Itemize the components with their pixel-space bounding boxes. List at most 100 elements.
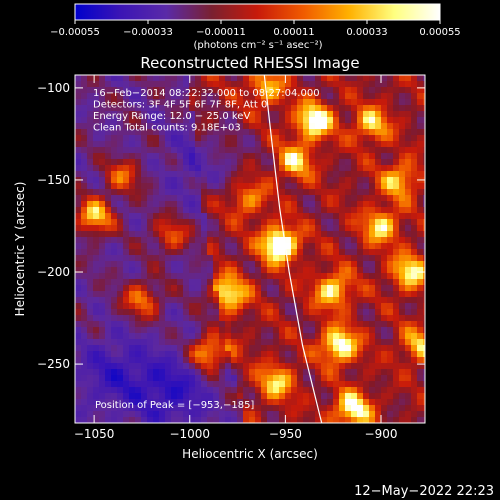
heatmap-cell: [345, 261, 352, 268]
heatmap-cell: [93, 105, 100, 112]
heatmap-cell: [219, 195, 226, 202]
heatmap-cell: [387, 417, 394, 423]
heatmap-cell: [177, 303, 184, 310]
heatmap-cell: [399, 417, 406, 423]
heatmap-cell: [123, 99, 130, 106]
heatmap-cell: [81, 315, 88, 322]
heatmap-cell: [171, 255, 178, 262]
heatmap-cell: [183, 213, 190, 220]
heatmap-cell: [411, 177, 418, 184]
heatmap-cell: [333, 231, 340, 238]
heatmap-cell: [129, 315, 136, 322]
heatmap-cell: [231, 195, 238, 202]
heatmap-cell: [411, 129, 418, 136]
heatmap-cell: [75, 117, 82, 124]
heatmap-cell: [93, 411, 100, 418]
heatmap-cell: [273, 81, 280, 88]
heatmap-cell: [411, 411, 418, 418]
heatmap-cell: [165, 93, 172, 100]
heatmap-cell: [285, 225, 292, 232]
heatmap-cell: [399, 369, 406, 376]
heatmap-cell: [81, 261, 88, 268]
heatmap-cell: [363, 357, 370, 364]
heatmap-cell: [261, 375, 268, 382]
heatmap-cell: [411, 339, 418, 346]
heatmap-cell: [375, 351, 382, 358]
heatmap-cell: [417, 273, 424, 280]
heatmap-cell: [273, 243, 280, 250]
heatmap-cell: [327, 111, 334, 118]
heatmap-cell: [309, 303, 316, 310]
heatmap-cell: [177, 255, 184, 262]
heatmap-cell: [117, 117, 124, 124]
heatmap-cell: [75, 411, 82, 418]
heatmap-cell: [351, 333, 358, 340]
heatmap-cell: [249, 93, 256, 100]
heatmap-cell: [273, 147, 280, 154]
heatmap-cell: [375, 321, 382, 328]
heatmap-cell: [231, 81, 238, 88]
heatmap-cell: [297, 171, 304, 178]
heatmap-cell: [195, 213, 202, 220]
heatmap-cell: [303, 351, 310, 358]
heatmap-cell: [405, 213, 412, 220]
heatmap-cell: [357, 375, 364, 382]
heatmap-cell: [81, 417, 88, 423]
heatmap-cell: [345, 405, 352, 412]
heatmap-cell: [315, 357, 322, 364]
heatmap-cell: [81, 393, 88, 400]
heatmap-cell: [159, 411, 166, 418]
heatmap-cell: [267, 207, 274, 214]
heatmap-cell: [219, 129, 226, 136]
heatmap-cell: [87, 219, 94, 226]
heatmap-cell: [81, 147, 88, 154]
heatmap-cell: [291, 249, 298, 256]
heatmap-cell: [417, 387, 424, 394]
heatmap-cell: [345, 177, 352, 184]
heatmap-cell: [111, 177, 118, 184]
heatmap-cell: [81, 225, 88, 232]
heatmap-cell: [249, 255, 256, 262]
heatmap-cell: [249, 81, 256, 88]
heatmap-cell: [351, 183, 358, 190]
heatmap-cell: [273, 117, 280, 124]
heatmap-cell: [189, 165, 196, 172]
heatmap-cell: [381, 267, 388, 274]
heatmap-cell: [183, 225, 190, 232]
heatmap-cell: [369, 309, 376, 316]
heatmap-cell: [141, 321, 148, 328]
heatmap-cell: [189, 351, 196, 358]
heatmap-cell: [225, 303, 232, 310]
heatmap-cell: [375, 369, 382, 376]
heatmap-cell: [339, 417, 346, 423]
heatmap-cell: [153, 297, 160, 304]
heatmap-cell: [321, 297, 328, 304]
heatmap-cell: [393, 357, 400, 364]
heatmap-cell: [75, 321, 82, 328]
heatmap-cell: [147, 303, 154, 310]
heatmap-cell: [297, 201, 304, 208]
heatmap-cell: [255, 309, 262, 316]
heatmap-cell: [123, 249, 130, 256]
heatmap-cell: [171, 267, 178, 274]
heatmap-cell: [333, 261, 340, 268]
heatmap-cell: [171, 249, 178, 256]
heatmap-cell: [99, 117, 106, 124]
heatmap-cell: [381, 279, 388, 286]
heatmap-cell: [417, 321, 424, 328]
heatmap-cell: [297, 135, 304, 142]
heatmap-cell: [99, 333, 106, 340]
heatmap-cell: [165, 261, 172, 268]
heatmap-cell: [225, 345, 232, 352]
heatmap-cell: [207, 279, 214, 286]
heatmap-cell: [153, 255, 160, 262]
heatmap-cell: [111, 381, 118, 388]
heatmap-cell: [267, 183, 274, 190]
heatmap-cell: [111, 321, 118, 328]
heatmap-cell: [387, 411, 394, 418]
heatmap-cell: [111, 123, 118, 130]
heatmap-cell: [261, 189, 268, 196]
heatmap-cell: [87, 381, 94, 388]
colorbar-unit-label: (photons cm⁻² s⁻¹ asec⁻²): [193, 40, 322, 51]
heatmap-cell: [117, 153, 124, 160]
